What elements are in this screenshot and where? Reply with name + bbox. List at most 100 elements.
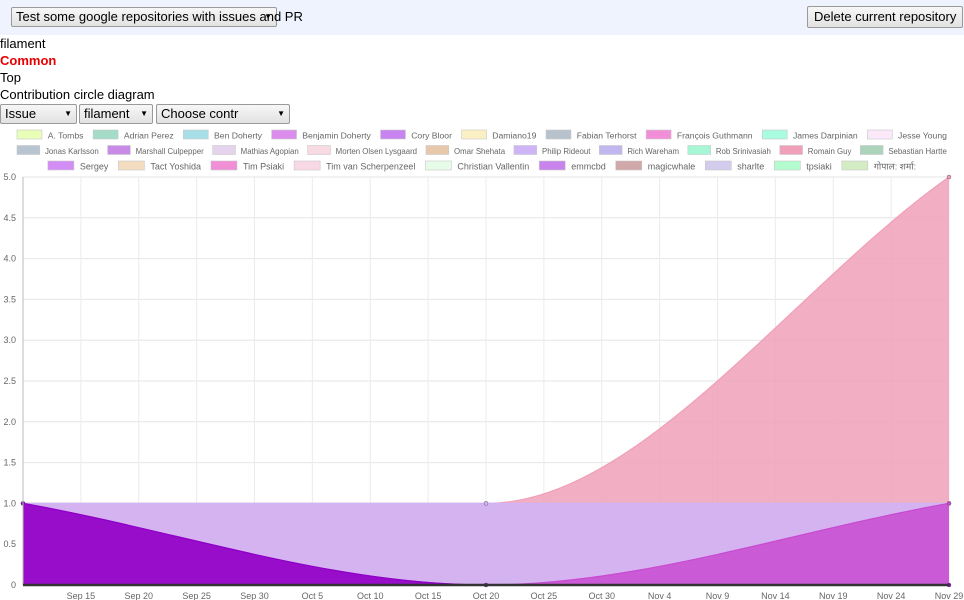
legend-item[interactable]: Jonas Karlsson	[16, 145, 99, 157]
data-point[interactable]	[483, 501, 489, 506]
legend-item[interactable]: Tim van Scherpenzeel	[293, 160, 415, 172]
legend-item[interactable]: magicwhale	[615, 160, 696, 172]
chevron-down-icon: ▼	[277, 109, 285, 118]
legend-item[interactable]: Jesse Young	[867, 129, 947, 141]
repo-filter-select-value: filament	[84, 106, 130, 121]
y-tick-label: 5.0	[3, 172, 16, 182]
legend-swatch	[545, 129, 572, 140]
legend-item[interactable]: emmcbd	[538, 160, 606, 172]
diagram-title: Contribution circle diagram	[0, 87, 155, 102]
y-tick-label: 3.5	[3, 294, 16, 304]
y-tick-label: 3.0	[3, 335, 16, 345]
y-tick-label: 4.0	[3, 254, 16, 264]
legend-item[interactable]: Adrian Perez	[92, 129, 174, 141]
legend-label: गोपाल: शर्मा:	[874, 161, 916, 172]
legend-swatch	[183, 129, 209, 140]
legend-item[interactable]: Sergey	[47, 160, 109, 172]
legend-label: Rob Srinivasiah	[716, 147, 771, 156]
legend-swatch	[461, 129, 487, 140]
x-tick-label: Oct 30	[588, 591, 615, 600]
legend-label: Marshall Culpepper	[136, 147, 205, 156]
legend-item[interactable]: James Darpinian	[761, 129, 858, 141]
x-tick-label: Sep 25	[182, 591, 211, 600]
repo-filter-select[interactable]: filament ▼	[79, 104, 153, 124]
x-tick-label: Nov 4	[648, 591, 672, 600]
chevron-down-icon: ▼	[264, 12, 272, 21]
repository-select-value: Test some google repositories with issue…	[16, 9, 303, 24]
legend-label: sharlte	[737, 162, 764, 172]
chart-legend: A. Tombs Adrian Perez Ben Doherty Benjamin …	[16, 129, 947, 172]
y-tick-label: 1.0	[3, 498, 16, 508]
legend-label: Jonas Karlsson	[45, 147, 99, 156]
legend-swatch	[687, 145, 711, 155]
legend-item[interactable]: गोपाल: शर्मा:	[841, 161, 916, 172]
legend-item[interactable]: A. Tombs	[16, 129, 84, 141]
legend-item[interactable]: Fabian Terhorst	[545, 129, 637, 141]
legend-item[interactable]: Omar Shehata	[425, 145, 506, 157]
delete-repository-button[interactable]: Delete current repository	[807, 6, 964, 28]
legend-item[interactable]: Romain Guy	[779, 145, 852, 157]
legend-label: tpsiaki	[806, 162, 832, 172]
series-area	[23, 503, 949, 585]
legend-item[interactable]: Ben Doherty	[183, 129, 263, 141]
legend-label: Tim Psiaki	[243, 162, 284, 172]
legend-item[interactable]: sharlte	[704, 160, 764, 172]
legend-swatch	[380, 129, 406, 140]
legend-item[interactable]: Rich Wareham	[599, 145, 679, 157]
legend-label: Sebastian Hartte	[888, 147, 947, 156]
legend-item[interactable]: Morten Olsen Lysgaard	[307, 145, 417, 157]
legend-label: magicwhale	[648, 162, 696, 172]
legend-item[interactable]: Philip Rideout	[513, 145, 591, 157]
legend-swatch	[16, 129, 43, 140]
legend-swatch	[513, 145, 538, 155]
legend-swatch	[293, 160, 321, 171]
legend-swatch	[779, 145, 803, 155]
legend-swatch	[615, 160, 643, 171]
legend-item[interactable]: Cory Bloor	[380, 129, 453, 141]
legend-item[interactable]: Marshall Culpepper	[107, 145, 205, 157]
legend-item[interactable]: Christian Vallentin	[425, 160, 529, 172]
repository-name: filament	[0, 36, 46, 51]
x-tick-label: Sep 15	[67, 591, 96, 600]
legend-label: Jesse Young	[898, 131, 947, 141]
legend-item[interactable]: Benjamin Doherty	[271, 129, 372, 141]
legend-label: A. Tombs	[48, 131, 84, 141]
legend-label: James Darpinian	[793, 131, 858, 141]
x-tick-label: Oct 15	[415, 591, 442, 600]
legend-label: Benjamin Doherty	[302, 131, 371, 141]
y-tick-label: 2.5	[3, 376, 16, 386]
legend-item[interactable]: Sebastian Hartte	[860, 145, 947, 157]
legend-item[interactable]: Damiano19	[461, 129, 537, 141]
legend-swatch	[307, 145, 331, 155]
legend-label: Christian Vallentin	[457, 162, 529, 172]
legend-label: Morten Olsen Lysgaard	[336, 147, 417, 156]
data-point[interactable]	[946, 174, 952, 180]
legend-label: Tim van Scherpenzeel	[326, 162, 415, 172]
legend-swatch	[425, 145, 450, 155]
legend-swatch	[16, 145, 41, 155]
x-tick-label: Sep 30	[240, 591, 269, 600]
legend-item[interactable]: Tact Yoshida	[118, 160, 201, 172]
type-select-value: Issue	[5, 106, 37, 121]
legend-label: Adrian Perez	[124, 131, 174, 141]
data-point[interactable]	[946, 501, 952, 506]
legend-item[interactable]: tpsiaki	[774, 160, 832, 172]
legend-item[interactable]: Rob Srinivasiah	[687, 145, 771, 157]
legend-item[interactable]: Mathias Agopian	[212, 145, 299, 157]
legend-swatch	[867, 129, 893, 140]
type-select[interactable]: Issue ▼	[0, 104, 77, 124]
contributor-select[interactable]: Choose contr ▼	[156, 104, 290, 124]
legend-label: Philip Rideout	[542, 147, 591, 156]
x-tick-label: Nov 9	[706, 591, 730, 600]
legend-item[interactable]: François Guthmann	[645, 129, 753, 141]
legend-swatch	[761, 129, 788, 140]
legend-swatch	[645, 129, 672, 140]
y-tick-label: 2.0	[3, 417, 16, 427]
repository-select[interactable]: Test some google repositories with issue…	[11, 7, 303, 27]
legend-swatch	[118, 160, 145, 171]
legend-swatch	[212, 145, 236, 155]
chevron-down-icon: ▼	[64, 109, 72, 118]
legend-swatch	[774, 160, 801, 171]
legend-item[interactable]: Tim Psiaki	[210, 160, 284, 172]
legend-label: emmcbd	[571, 162, 606, 172]
